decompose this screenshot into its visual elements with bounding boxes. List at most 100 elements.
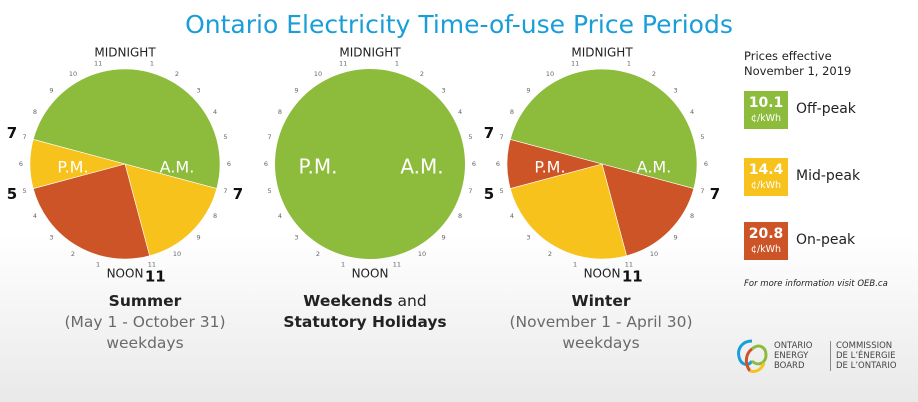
hour-tick-label: 5 [223, 133, 227, 141]
legend-label: On-peak [796, 232, 856, 248]
hour-tick-label: 3 [526, 234, 530, 242]
hour-tick-label: 4 [458, 108, 462, 116]
pie-slice-off-peak [509, 68, 698, 189]
hour-tick-label: 8 [458, 212, 462, 220]
caption-weekends-and: and [392, 292, 427, 310]
caption-winter-weekdays: weekdays [562, 334, 640, 352]
caption-holidays-title: Statutory Holidays [283, 313, 447, 331]
legend-price: 20.8 [748, 226, 784, 242]
midnight-label: MIDNIGHT [94, 46, 156, 60]
hour-tick-label: 7 [267, 133, 271, 141]
hour-tick-label: 4 [33, 212, 37, 220]
hour-tick-label: 7 [700, 187, 704, 195]
legend-unit: ¢/kWh [750, 244, 782, 255]
caption-summer: Summer (May 1 - October 31) weekdays [25, 291, 265, 354]
hour-tick-label: 2 [316, 250, 320, 258]
hour-tick-label: 6 [19, 160, 23, 168]
hour-tick-label: 3 [196, 86, 200, 94]
hour-tick-label: 9 [526, 86, 530, 94]
hour-tick-label: 5 [267, 187, 271, 195]
page-title: Ontario Electricity Time-of-use Price Pe… [185, 10, 733, 39]
pie-slice-mid-peak [509, 163, 627, 260]
hour-tick-label: 9 [673, 234, 677, 242]
legend-heading: Prices effective November 1, 2019 [744, 49, 894, 79]
legend-price: 14.4 [748, 162, 784, 178]
midnight-label: MIDNIGHT [571, 46, 633, 60]
legend-item-off-peak: 10.1 ¢/kWh Off-peak [744, 91, 904, 129]
noon-label: NOON [107, 267, 144, 281]
hour-tick-label: 4 [510, 212, 514, 220]
noon-label: NOON [584, 267, 621, 281]
hour-tick-label: 9 [49, 86, 53, 94]
hour-tick-label: 7 [499, 133, 503, 141]
legend-swatch-mid-peak: 14.4 ¢/kWh [744, 158, 788, 196]
hour-tick-label: 7 [22, 133, 26, 141]
hour-tick-label: 5 [700, 133, 704, 141]
hour-tick-label: 11 [94, 60, 102, 68]
caption-winter-title: Winter [571, 292, 631, 310]
hour-tick-label: 10 [418, 250, 426, 258]
pm-label: P.M. [299, 155, 338, 179]
oeb-logo-mark [737, 339, 768, 373]
logo-text: BOARD [774, 361, 805, 371]
hour-tick-label: 11 [393, 260, 401, 268]
pm-label: P.M. [57, 158, 88, 177]
logo-text: DE L’ONTARIO [836, 361, 897, 371]
hour-tick-label: 1 [341, 260, 345, 268]
caption-weekends: Weekends and Statutory Holidays [245, 291, 485, 333]
hour-tick-label: 7 [223, 187, 227, 195]
hour-tick-label: 10 [546, 70, 554, 78]
boundary-hour-label: 7 [484, 124, 494, 142]
oeb-logo: ONTARIO ENERGY BOARD COMMISSION DE L’ÉNE… [734, 335, 904, 380]
hour-tick-label: 8 [690, 212, 694, 220]
logo-text: ENERGY [774, 351, 809, 361]
noon-label: NOON [352, 267, 389, 281]
hour-tick-label: 3 [441, 86, 445, 94]
hour-tick-label: 2 [175, 70, 179, 78]
boundary-hour-label: 5 [7, 185, 17, 203]
hour-tick-label: 9 [196, 234, 200, 242]
pm-label: P.M. [534, 158, 565, 177]
pie-slice-on-peak [601, 163, 695, 257]
hour-tick-label: 4 [278, 212, 282, 220]
boundary-hour-label: 11 [622, 268, 643, 286]
hour-tick-label: 2 [652, 70, 656, 78]
hour-tick-label: 1 [150, 60, 154, 68]
logo-text: DE L’ÉNERGIE [836, 351, 896, 361]
pie-slice-off-peak [32, 68, 221, 189]
caption-weekends-title: Weekends [303, 292, 393, 310]
hour-tick-label: 11 [625, 260, 633, 268]
hour-tick-label: 1 [96, 260, 100, 268]
pie-slice-mid-peak [124, 163, 218, 257]
am-label: A.M. [400, 155, 443, 179]
hour-tick-label: 1 [573, 260, 577, 268]
caption-summer-title: Summer [108, 292, 182, 310]
hour-tick-label: 4 [690, 108, 694, 116]
pie-slice-off-peak [275, 69, 465, 259]
am-label: A.M. [637, 158, 672, 177]
hour-tick-label: 2 [548, 250, 552, 258]
hour-tick-label: 5 [499, 187, 503, 195]
oeb-logo-french: COMMISSION DE L’ÉNERGIE DE L’ONTARIO [830, 341, 897, 371]
hour-tick-label: 8 [213, 212, 217, 220]
hour-tick-label: 5 [22, 187, 26, 195]
hour-tick-label: 8 [510, 108, 514, 116]
legend-item-mid-peak: 14.4 ¢/kWh Mid-peak [744, 158, 904, 196]
boundary-hour-label: 5 [484, 185, 494, 203]
logo-text: COMMISSION [836, 341, 893, 351]
legend-heading-line2: November 1, 2019 [744, 64, 852, 78]
hour-tick-label: 9 [294, 86, 298, 94]
legend-item-on-peak: 20.8 ¢/kWh On-peak [744, 222, 904, 260]
hour-tick-label: 6 [496, 160, 500, 168]
am-label: A.M. [160, 158, 195, 177]
legend-unit: ¢/kWh [750, 180, 782, 191]
legend-swatch-off-peak: 10.1 ¢/kWh [744, 91, 788, 129]
hour-tick-label: 11 [148, 260, 156, 268]
logo-text: ONTARIO [774, 341, 813, 351]
midnight-label: MIDNIGHT [339, 46, 401, 60]
hour-tick-label: 4 [213, 108, 217, 116]
hour-tick-label: 3 [294, 234, 298, 242]
hour-tick-label: 6 [227, 160, 231, 168]
more-info-text: For more information visit OEB.ca [744, 279, 888, 289]
